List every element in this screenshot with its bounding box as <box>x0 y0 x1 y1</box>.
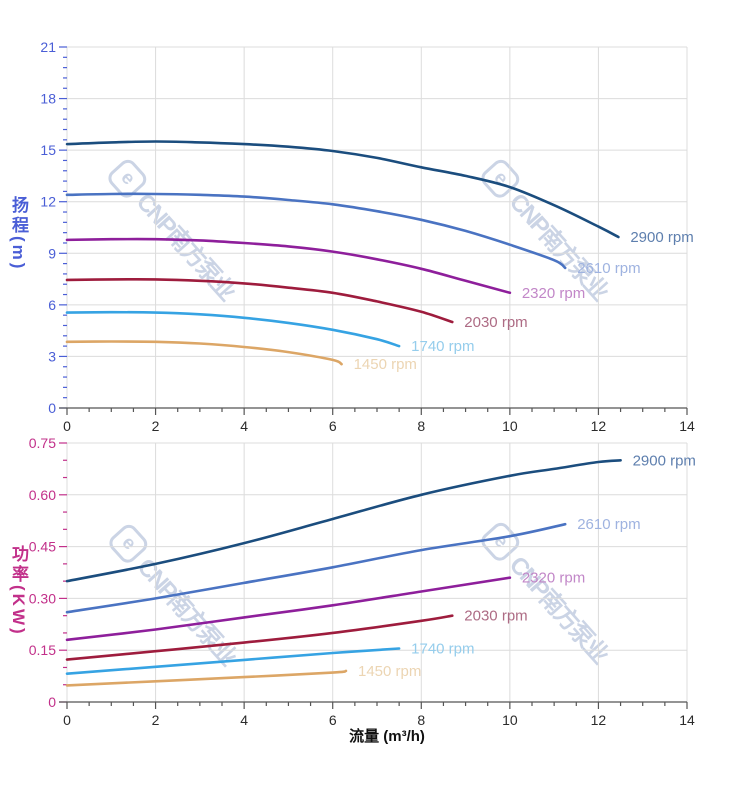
head-grid <box>66 46 688 408</box>
curve-label-head-2610-rpm: 2610 rpm <box>577 260 640 277</box>
head-axis-title: 扬程(m) <box>9 196 28 272</box>
power-y-tick-label: 0.30 <box>29 590 56 606</box>
head-y-ticks <box>59 46 67 409</box>
curve-label-head-1740-rpm: 1740 rpm <box>411 338 474 355</box>
power-y-tick-label: 0.75 <box>29 435 56 451</box>
flow-axis-title: 流量 (m³/h) <box>349 728 425 745</box>
curve-label-head-1450-rpm: 1450 rpm <box>354 356 417 373</box>
curve-power-2610-rpm <box>65 522 567 614</box>
power-y-ticks <box>59 442 67 703</box>
head-x-tick-label: 4 <box>240 418 248 434</box>
curve-label-head-2900-rpm: 2900 rpm <box>630 229 693 246</box>
power-y-tick-label: 0.60 <box>29 487 56 503</box>
curve-head-2900-rpm <box>65 140 620 239</box>
head-x-ticks <box>66 408 688 415</box>
power-y-tick-label: 0 <box>48 694 56 710</box>
power-x-tick-label: 12 <box>591 712 607 728</box>
power-x-ticks <box>66 702 688 709</box>
curve-label-power-2610-rpm: 2610 rpm <box>577 516 640 533</box>
curve-head-1450-rpm <box>65 340 343 366</box>
head-chart: 0 3 6 9 12 15 18 21 0 2 4 6 8 10 12 14 2900 rpm 2610 rpm 2… <box>40 39 695 434</box>
curve-label-power-2320-rpm: 2320 rpm <box>522 570 585 587</box>
curve-head-2610-rpm <box>65 192 567 270</box>
head-y-tick-label: 0 <box>48 400 56 416</box>
curve-head-2030-rpm <box>65 277 454 324</box>
curve-power-1450-rpm <box>65 669 348 687</box>
power-x-tick-label: 14 <box>679 712 695 728</box>
curve-power-2900-rpm <box>65 459 622 583</box>
curve-label-power-1740-rpm: 1740 rpm <box>411 640 474 657</box>
head-y-tick-label: 15 <box>40 142 56 158</box>
curve-label-power-2030-rpm: 2030 rpm <box>464 608 527 625</box>
head-x-tick-label: 10 <box>502 418 518 434</box>
head-y-tick-label: 21 <box>40 39 56 55</box>
power-x-tick-label: 10 <box>502 712 518 728</box>
power-chart: 0 0.15 0.30 0.45 0.60 0.75 0 2 4 6 8 10 12 14 2900 rpm… <box>29 435 696 728</box>
curve-power-2030-rpm <box>65 614 454 661</box>
curve-head-2320-rpm <box>65 237 512 295</box>
curve-label-power-1450-rpm: 1450 rpm <box>358 663 421 680</box>
curve-label-head-2320-rpm: 2320 rpm <box>522 285 585 302</box>
head-x-tick-label: 0 <box>63 418 71 434</box>
power-y-tick-label: 0.45 <box>29 539 56 555</box>
curve-power-2320-rpm <box>65 576 512 642</box>
power-x-tick-label: 0 <box>63 712 71 728</box>
head-y-tick-label: 9 <box>48 245 56 261</box>
curve-power-1740-rpm <box>65 647 401 675</box>
power-y-tick-label: 0.15 <box>29 642 56 658</box>
head-x-tick-label: 14 <box>679 418 695 434</box>
power-x-tick-label: 2 <box>152 712 160 728</box>
head-x-tick-label: 6 <box>329 418 337 434</box>
curve-head-1740-rpm <box>65 310 401 348</box>
head-y-tick-label: 18 <box>40 91 56 107</box>
power-x-tick-label: 8 <box>417 712 425 728</box>
head-x-tick-label: 12 <box>591 418 607 434</box>
power-x-tick-label: 6 <box>329 712 337 728</box>
power-axis-title: 功率(KW) <box>9 545 28 637</box>
head-y-tick-label: 6 <box>48 297 56 313</box>
curve-label-power-2900-rpm: 2900 rpm <box>633 452 696 469</box>
head-y-tick-label: 12 <box>40 194 56 210</box>
head-x-tick-label: 8 <box>417 418 425 434</box>
power-x-tick-label: 4 <box>240 712 248 728</box>
curve-label-head-2030-rpm: 2030 rpm <box>464 314 527 331</box>
head-x-tick-label: 2 <box>152 418 160 434</box>
head-y-tick-label: 3 <box>48 348 56 364</box>
